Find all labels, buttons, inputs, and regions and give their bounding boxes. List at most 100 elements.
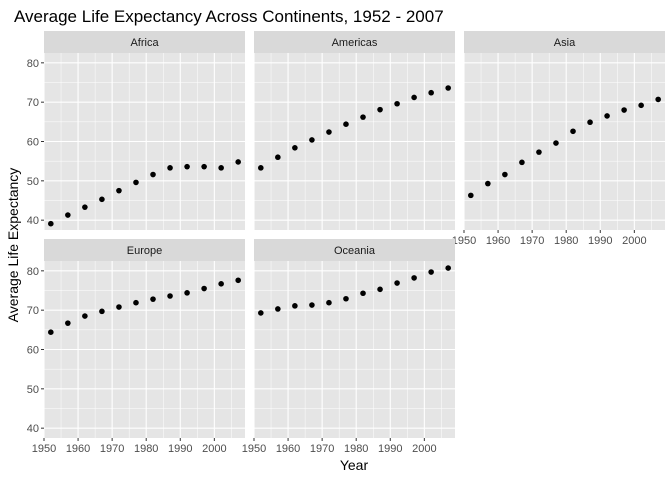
y-tick-label: 80 bbox=[27, 58, 39, 70]
strip-label-oceania: Oceania bbox=[334, 245, 376, 257]
x-tick-label: 1980 bbox=[554, 235, 578, 247]
x-tick-label: 1950 bbox=[32, 443, 56, 455]
data-point-americas bbox=[411, 94, 417, 101]
x-tick-label: 1990 bbox=[168, 443, 192, 455]
x-tick-label: 1990 bbox=[378, 443, 402, 455]
data-point-asia bbox=[570, 128, 576, 135]
data-point-europe bbox=[201, 285, 207, 292]
data-point-asia bbox=[621, 107, 627, 113]
data-point-asia bbox=[587, 119, 593, 126]
data-point-africa bbox=[133, 179, 139, 186]
data-point-europe bbox=[48, 329, 54, 335]
data-point-americas bbox=[258, 165, 264, 171]
facet-panels: Africa 40 50 60 70 80 Americas Asia 1950 1960 1970… bbox=[27, 31, 665, 455]
strip-asia bbox=[464, 31, 665, 53]
panel-americas: Americas bbox=[253, 31, 455, 230]
y-axis-title: Average Life Expectancy bbox=[5, 168, 21, 323]
x-tick-label: 2000 bbox=[202, 443, 226, 455]
data-point-americas bbox=[445, 85, 451, 91]
x-tick-label: 1960 bbox=[486, 235, 510, 247]
data-point-africa bbox=[184, 163, 190, 170]
x-tick-label: 1970 bbox=[100, 443, 124, 455]
x-tick-label: 1960 bbox=[66, 443, 90, 455]
data-point-europe bbox=[116, 304, 122, 310]
data-point-europe bbox=[150, 296, 156, 302]
chart-title: Average Life Expectancy Across Continent… bbox=[14, 7, 444, 26]
strip-label-americas: Americas bbox=[332, 37, 378, 49]
x-tick-label: 1950 bbox=[452, 235, 476, 247]
strip-label-asia: Asia bbox=[554, 37, 576, 49]
x-tick-label: 1970 bbox=[310, 443, 334, 455]
y-tick-label: 60 bbox=[27, 345, 39, 357]
data-point-oceania bbox=[377, 286, 383, 293]
data-point-oceania bbox=[258, 310, 264, 316]
data-point-europe bbox=[99, 308, 105, 315]
y-tick-label: 40 bbox=[27, 423, 39, 435]
data-point-americas bbox=[428, 89, 434, 96]
x-tick-label: 1970 bbox=[520, 235, 544, 247]
data-point-asia bbox=[655, 96, 661, 103]
panel-europe: Europe 40 50 60 70 80 1950 1960 1970 1980 1990 2000 bbox=[27, 239, 245, 455]
data-point-oceania bbox=[292, 303, 298, 309]
x-tick-label: 1960 bbox=[276, 443, 300, 455]
data-point-africa bbox=[218, 165, 224, 171]
data-point-africa bbox=[48, 220, 54, 227]
data-point-asia bbox=[502, 171, 508, 178]
x-tick-label: 1980 bbox=[344, 443, 368, 455]
strip-americas bbox=[254, 31, 455, 53]
strip-africa bbox=[44, 31, 245, 53]
data-point-americas bbox=[275, 154, 281, 161]
data-point-africa bbox=[99, 196, 105, 203]
data-point-europe bbox=[235, 277, 241, 284]
data-point-africa bbox=[150, 171, 156, 178]
data-point-asia bbox=[519, 159, 525, 166]
y-tick-label: 80 bbox=[27, 266, 39, 278]
data-point-oceania bbox=[360, 290, 366, 297]
y-tick-label: 60 bbox=[27, 137, 39, 149]
strip-oceania bbox=[254, 239, 455, 261]
data-point-asia bbox=[536, 149, 542, 155]
data-point-africa bbox=[167, 165, 173, 171]
data-point-oceania bbox=[343, 295, 349, 302]
data-point-americas bbox=[377, 106, 383, 113]
data-point-oceania bbox=[411, 275, 417, 281]
data-point-asia bbox=[604, 113, 610, 119]
data-point-asia bbox=[485, 180, 491, 187]
y-tick-label: 70 bbox=[27, 97, 39, 109]
data-point-oceania bbox=[428, 269, 434, 275]
data-point-europe bbox=[167, 293, 173, 299]
data-point-europe bbox=[82, 313, 88, 319]
data-point-oceania bbox=[309, 302, 315, 308]
panel-oceania: Oceania 1950 1960 1970 1980 1990 2000 bbox=[242, 239, 455, 455]
y-tick-label: 70 bbox=[27, 305, 39, 317]
data-point-oceania bbox=[326, 299, 332, 306]
data-point-africa bbox=[116, 187, 122, 194]
x-tick-label: 2000 bbox=[622, 235, 646, 247]
data-point-americas bbox=[309, 137, 315, 143]
data-point-oceania bbox=[394, 280, 400, 286]
data-point-americas bbox=[343, 121, 349, 127]
strip-label-europe: Europe bbox=[127, 245, 162, 257]
panel-africa: Africa 40 50 60 70 80 bbox=[27, 31, 245, 230]
data-point-africa bbox=[65, 212, 71, 218]
x-tick-label: 1950 bbox=[242, 443, 266, 455]
data-point-africa bbox=[82, 204, 88, 210]
data-point-oceania bbox=[275, 306, 281, 312]
x-tick-label: 2000 bbox=[412, 443, 436, 455]
data-point-africa bbox=[235, 159, 241, 165]
y-tick-label: 50 bbox=[27, 384, 39, 396]
data-point-asia bbox=[638, 102, 644, 109]
data-point-europe bbox=[218, 281, 224, 287]
y-tick-label: 40 bbox=[27, 215, 39, 227]
data-point-europe bbox=[65, 320, 71, 326]
data-point-europe bbox=[184, 290, 190, 296]
x-tick-label: 1980 bbox=[134, 443, 158, 455]
data-point-europe bbox=[133, 299, 139, 306]
panel-asia: Asia 1950 1960 1970 1980 1990 2000 bbox=[452, 31, 665, 247]
data-point-asia bbox=[468, 192, 474, 199]
data-point-americas bbox=[292, 144, 298, 151]
strip-europe bbox=[44, 239, 245, 261]
x-axis-title: Year bbox=[340, 457, 369, 473]
data-point-africa bbox=[201, 163, 207, 170]
